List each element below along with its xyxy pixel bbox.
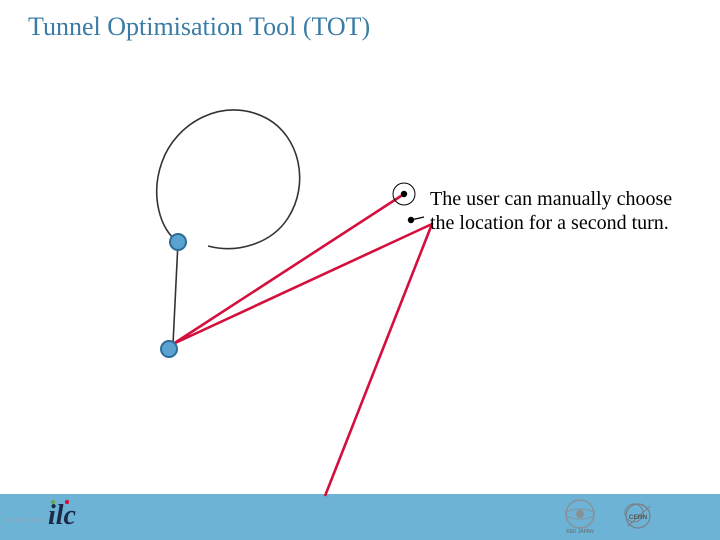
svg-text:ilc: ilc — [48, 500, 77, 531]
main-path — [173, 194, 432, 496]
loop-path — [157, 110, 300, 344]
bullet-2 — [408, 217, 414, 223]
bullet-ring — [393, 183, 415, 205]
ilc-logo: ilc — [48, 498, 108, 532]
node-1 — [170, 234, 186, 250]
footer-band — [0, 494, 720, 540]
kek-logo: KEK JAPAN — [560, 498, 600, 534]
node-2 — [161, 341, 177, 357]
bullet-1 — [401, 191, 407, 197]
page-title: Tunnel Optimisation Tool (TOT) — [28, 12, 370, 42]
footer-dots — [6, 516, 46, 524]
tunnel-diagram — [0, 0, 720, 540]
svg-text:CERN: CERN — [629, 514, 648, 521]
bullet-2-handle — [411, 217, 424, 220]
description-text: The user can manually choose the locatio… — [430, 188, 685, 235]
cern-logo: CERN — [620, 500, 656, 532]
svg-text:KEK JAPAN: KEK JAPAN — [566, 529, 594, 534]
